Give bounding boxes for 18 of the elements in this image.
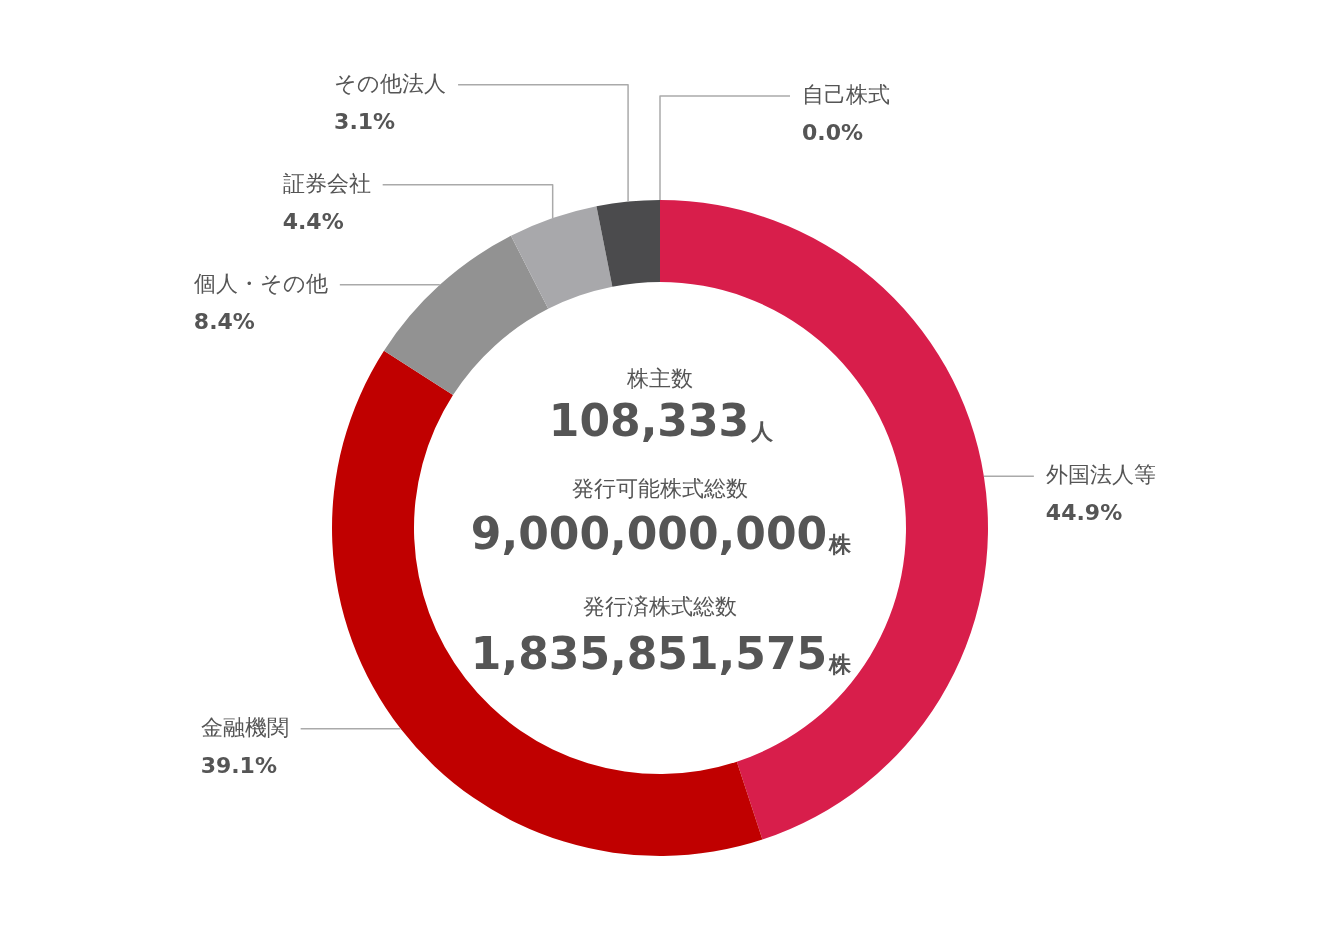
category-label: 自己株式	[802, 81, 890, 107]
text: 108,333人	[548, 395, 775, 447]
slice-label: 個人・その他	[193, 270, 328, 296]
text: 1,835,851,575株	[470, 628, 853, 680]
slice-label: 金融機関	[200, 714, 289, 740]
text: 0.0%	[802, 119, 864, 145]
slice-label: その他法人	[334, 70, 447, 96]
data-label: 3.1%	[334, 108, 396, 134]
text: 発行可能株式総数	[572, 475, 748, 501]
slice-label: 証券会社	[282, 170, 371, 196]
data-label: 4.4%	[282, 208, 344, 234]
data-label: 39.1%	[200, 752, 277, 778]
data-label: 44.9%	[1045, 499, 1123, 525]
text: 発行済株式総数	[583, 593, 737, 619]
text: 株主数	[626, 365, 693, 391]
data-label: 8.4%	[193, 308, 255, 334]
slice-label: 外国法人等	[1045, 461, 1156, 487]
text: 9,000,000,000株	[470, 508, 853, 560]
